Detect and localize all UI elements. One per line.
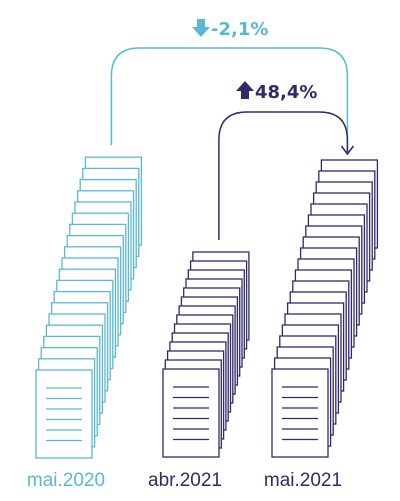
stack-mai.2020 (36, 157, 141, 458)
change-label: 48,4% (255, 82, 317, 103)
arrow-up-icon (236, 81, 254, 99)
category-label: mai.2021 (264, 470, 342, 491)
change-badge-up: 48,4% (236, 81, 317, 103)
document-front (36, 370, 92, 458)
category-label: mai.2020 (27, 470, 105, 491)
stack-abr.2021 (163, 252, 249, 457)
arrow-down-icon (192, 19, 210, 37)
stacks (36, 157, 377, 458)
document-front (163, 369, 219, 457)
document-front (272, 369, 328, 457)
change-label: -2,1% (211, 19, 268, 40)
category-label: abr.2021 (148, 470, 222, 491)
stack-mai.2021 (272, 160, 377, 457)
change-badge-down: -2,1% (192, 19, 268, 40)
